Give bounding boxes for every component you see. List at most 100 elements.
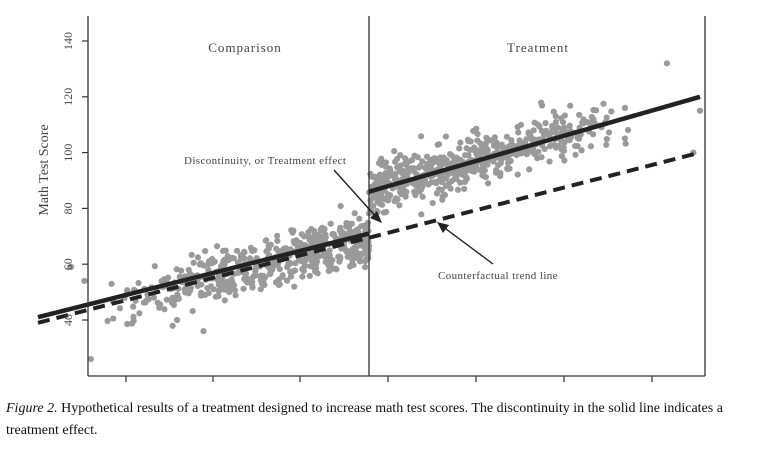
data-point [327, 220, 334, 227]
y-tick-label: 80 [61, 202, 75, 214]
data-point [507, 142, 515, 149]
data-point [551, 141, 558, 149]
data-point [321, 225, 328, 233]
data-point [391, 148, 398, 155]
figure-caption: Figure 2. Hypothetical results of a trea… [6, 398, 756, 442]
data-point [456, 145, 463, 152]
data-point [252, 268, 259, 275]
data-point [525, 129, 532, 136]
data-point [526, 166, 533, 173]
data-point [298, 231, 305, 238]
data-point [351, 210, 358, 217]
data-point [257, 286, 264, 293]
data-point [287, 273, 295, 280]
data-point [440, 154, 447, 161]
data-point [624, 126, 632, 134]
data-point [150, 294, 157, 301]
data-point [424, 160, 431, 167]
data-point [457, 179, 464, 186]
data-point [176, 273, 183, 280]
data-point [478, 165, 485, 172]
data-point [550, 108, 557, 115]
data-point [233, 247, 241, 254]
data-point [412, 192, 419, 199]
data-point [314, 270, 321, 277]
data-point [548, 129, 555, 136]
data-point [221, 297, 228, 304]
data-point [490, 142, 498, 149]
data-point [457, 139, 464, 146]
data-point [394, 164, 401, 171]
data-point [523, 151, 530, 158]
data-point [211, 258, 218, 265]
data-point [542, 120, 549, 127]
data-point [557, 115, 565, 122]
data-point [447, 185, 454, 192]
data-point [240, 285, 247, 292]
data-point [504, 165, 511, 172]
data-point [572, 151, 579, 158]
data-point [531, 150, 538, 158]
data-point [377, 195, 384, 202]
data-point [523, 136, 530, 143]
data-point [538, 154, 545, 161]
data-point [454, 186, 462, 193]
data-point [580, 120, 587, 127]
data-point [622, 140, 629, 147]
data-point [536, 123, 543, 130]
data-point [87, 355, 95, 363]
data-point [438, 160, 445, 168]
data-point [316, 253, 323, 260]
y-axis-label: Math Test Score [37, 124, 52, 215]
data-point [274, 247, 281, 254]
data-point [310, 227, 318, 235]
data-point [188, 251, 195, 259]
data-point [357, 252, 364, 260]
y-tick-label: 140 [61, 32, 75, 50]
data-point [300, 267, 307, 275]
data-point [382, 170, 389, 177]
data-point [517, 121, 525, 128]
data-point [305, 229, 312, 236]
data-point [348, 220, 356, 227]
annotation-arrow-counterfactual [441, 225, 494, 265]
data-point [215, 293, 222, 300]
data-point [276, 266, 283, 273]
data-point [335, 253, 342, 260]
comparison-regression-line [37, 231, 370, 320]
figure-label: Figure 2. [6, 401, 58, 416]
region-label-comparison: Comparison [208, 40, 282, 55]
data-point [377, 157, 384, 164]
data-point [349, 257, 356, 264]
data-point [498, 141, 506, 148]
data-point [354, 226, 361, 233]
data-point [289, 268, 296, 275]
data-point [241, 255, 248, 262]
data-point [350, 252, 357, 259]
data-point [473, 125, 480, 132]
data-point [200, 262, 207, 269]
data-point [343, 219, 350, 227]
data-point [221, 256, 228, 263]
data-point [538, 102, 546, 109]
data-point [560, 144, 567, 151]
data-point [587, 143, 594, 150]
data-point [420, 179, 427, 186]
data-point [471, 144, 478, 151]
data-point [275, 281, 282, 288]
y-tick-label: 100 [61, 144, 75, 162]
data-point [344, 253, 351, 260]
data-point [232, 292, 239, 299]
data-point [461, 185, 468, 193]
data-point [226, 289, 233, 296]
data-point [175, 295, 182, 302]
data-point [584, 119, 592, 126]
data-point [169, 294, 176, 301]
data-point [453, 154, 460, 161]
data-point [364, 219, 372, 226]
data-point [578, 147, 585, 154]
rd-scatter-chart: 40 60 80 100 120 140 Math Test Score Comparis… [37, 16, 706, 382]
data-point [161, 276, 168, 283]
data-point [185, 290, 192, 297]
data-point [474, 130, 481, 138]
